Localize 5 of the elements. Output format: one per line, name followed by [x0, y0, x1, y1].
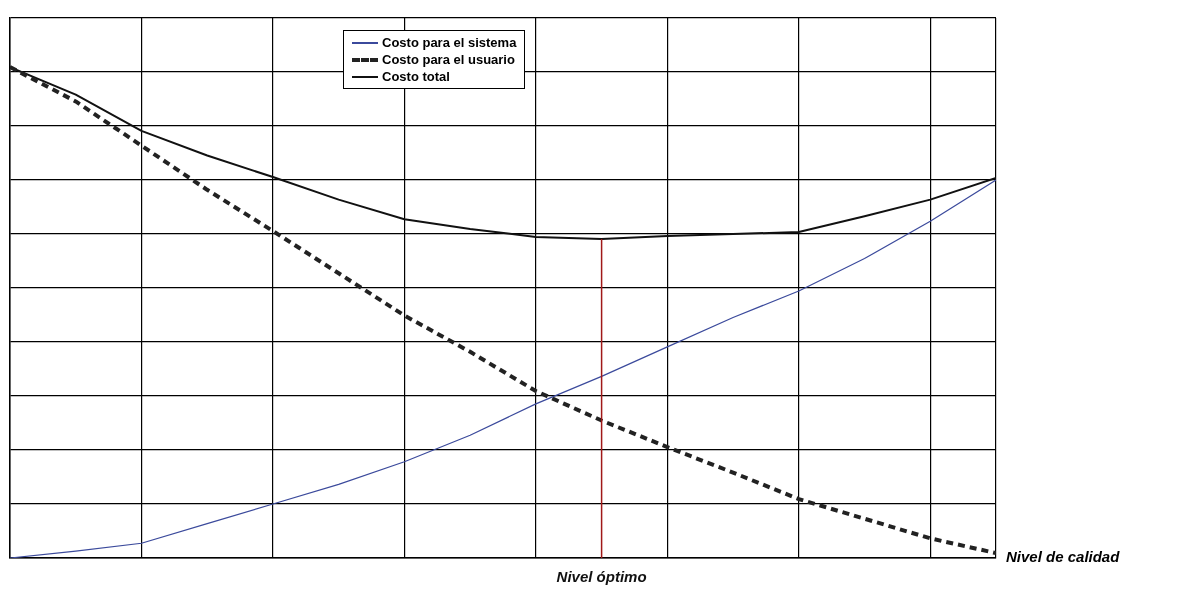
text: Nivel óptimo	[556, 567, 647, 585]
legend-label: Costo total	[382, 68, 450, 85]
legend-label: Costo para el usuario	[382, 51, 515, 68]
x-axis-title: Nivel de calidad	[1006, 548, 1120, 565]
legend-label: Costo para el sistema	[382, 34, 517, 51]
